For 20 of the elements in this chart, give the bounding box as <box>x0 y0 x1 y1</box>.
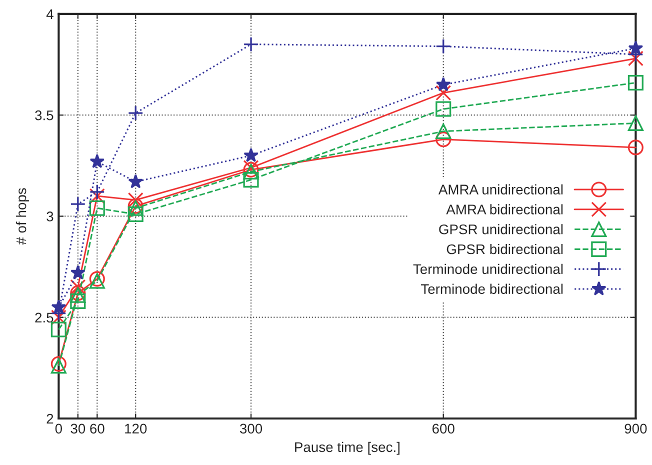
y-tick-label: 3.5 <box>35 110 54 120</box>
x-tick-label: 0 <box>55 424 62 434</box>
legend-label: Terminode unidirectional <box>413 264 563 274</box>
legend-label: GPSR unidirectional <box>439 224 563 234</box>
legend-label: Terminode bidirectional <box>420 284 563 294</box>
legend-label: AMRA unidirectional <box>438 184 563 194</box>
y-axis-title: # of hops <box>16 188 29 245</box>
legend-label: GPSR bidirectional <box>446 244 563 254</box>
x-tick-label: 30 <box>70 424 86 434</box>
x-tick-label: 120 <box>125 424 147 434</box>
x-axis-title: Pause time [sec.] <box>295 442 400 455</box>
y-tick-label: 2 <box>46 414 54 424</box>
legend-label: AMRA bidirectional <box>446 204 563 214</box>
x-tick-label: 600 <box>432 424 454 434</box>
x-tick-label: 900 <box>624 424 647 434</box>
x-tick-label: 60 <box>90 424 104 434</box>
y-tick-label: 4 <box>46 9 54 19</box>
y-tick-label: 2.5 <box>35 312 54 323</box>
x-tick-label: 300 <box>240 424 262 434</box>
y-tick-label: 3 <box>46 212 54 222</box>
